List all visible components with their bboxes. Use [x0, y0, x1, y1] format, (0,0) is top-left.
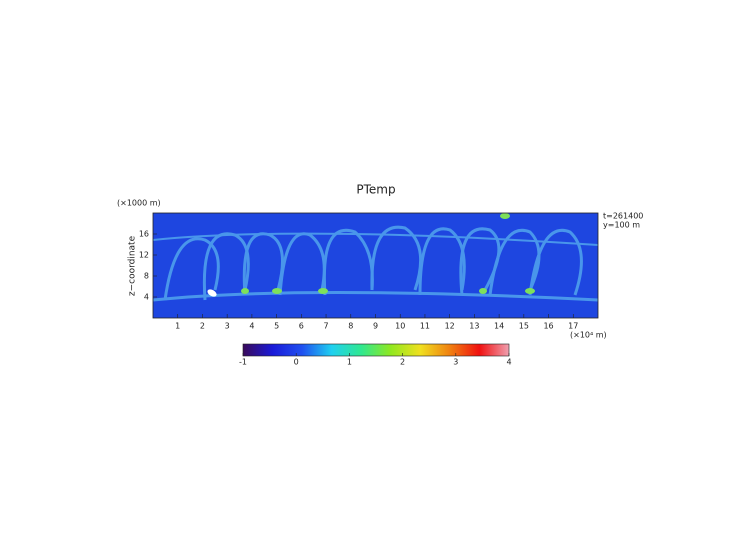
colorbar-tick-label: 1	[347, 358, 352, 367]
x-tick-label: 14	[494, 322, 504, 331]
x-tick-label: 7	[324, 322, 329, 331]
colorbar-tick-label: 2	[400, 358, 405, 367]
field	[153, 213, 598, 318]
colorbar-tick-label: -1	[239, 358, 247, 367]
y-axis-label: z−coordinate	[128, 235, 138, 296]
x-tick-label: 1	[175, 322, 180, 331]
x-tick-label: 12	[445, 322, 455, 331]
y-tick-label: 12	[139, 251, 149, 260]
annotation: y=100 m	[603, 221, 640, 230]
x-tick-label: 3	[225, 322, 230, 331]
y-tick-label: 4	[144, 293, 149, 302]
y-unit: (×1000 m)	[117, 199, 161, 208]
chart-title: PTemp	[356, 183, 395, 197]
x-tick-label: 5	[274, 322, 279, 331]
x-unit: (×10⁴ m)	[570, 331, 607, 340]
x-tick-label: 17	[568, 322, 578, 331]
x-tick-label: 6	[299, 322, 304, 331]
colorbar-tick-label: 0	[294, 358, 299, 367]
x-tick-label: 16	[543, 322, 553, 331]
colorbar-tick-label: 3	[453, 358, 458, 367]
x-tick-label: 4	[249, 322, 254, 331]
x-tick-label: 15	[519, 322, 529, 331]
x-tick-label: 10	[395, 322, 405, 331]
x-tick-label: 2	[200, 322, 205, 331]
y-tick-label: 8	[144, 272, 149, 281]
x-tick-label: 9	[373, 322, 378, 331]
colorbar-tick-label: 4	[506, 358, 511, 367]
annotation: t=261400	[603, 212, 643, 221]
x-tick-label: 8	[348, 322, 353, 331]
x-tick-label: 13	[469, 322, 479, 331]
colorbar	[242, 343, 510, 357]
y-tick-label: 16	[139, 230, 149, 239]
x-tick-label: 11	[420, 322, 430, 331]
